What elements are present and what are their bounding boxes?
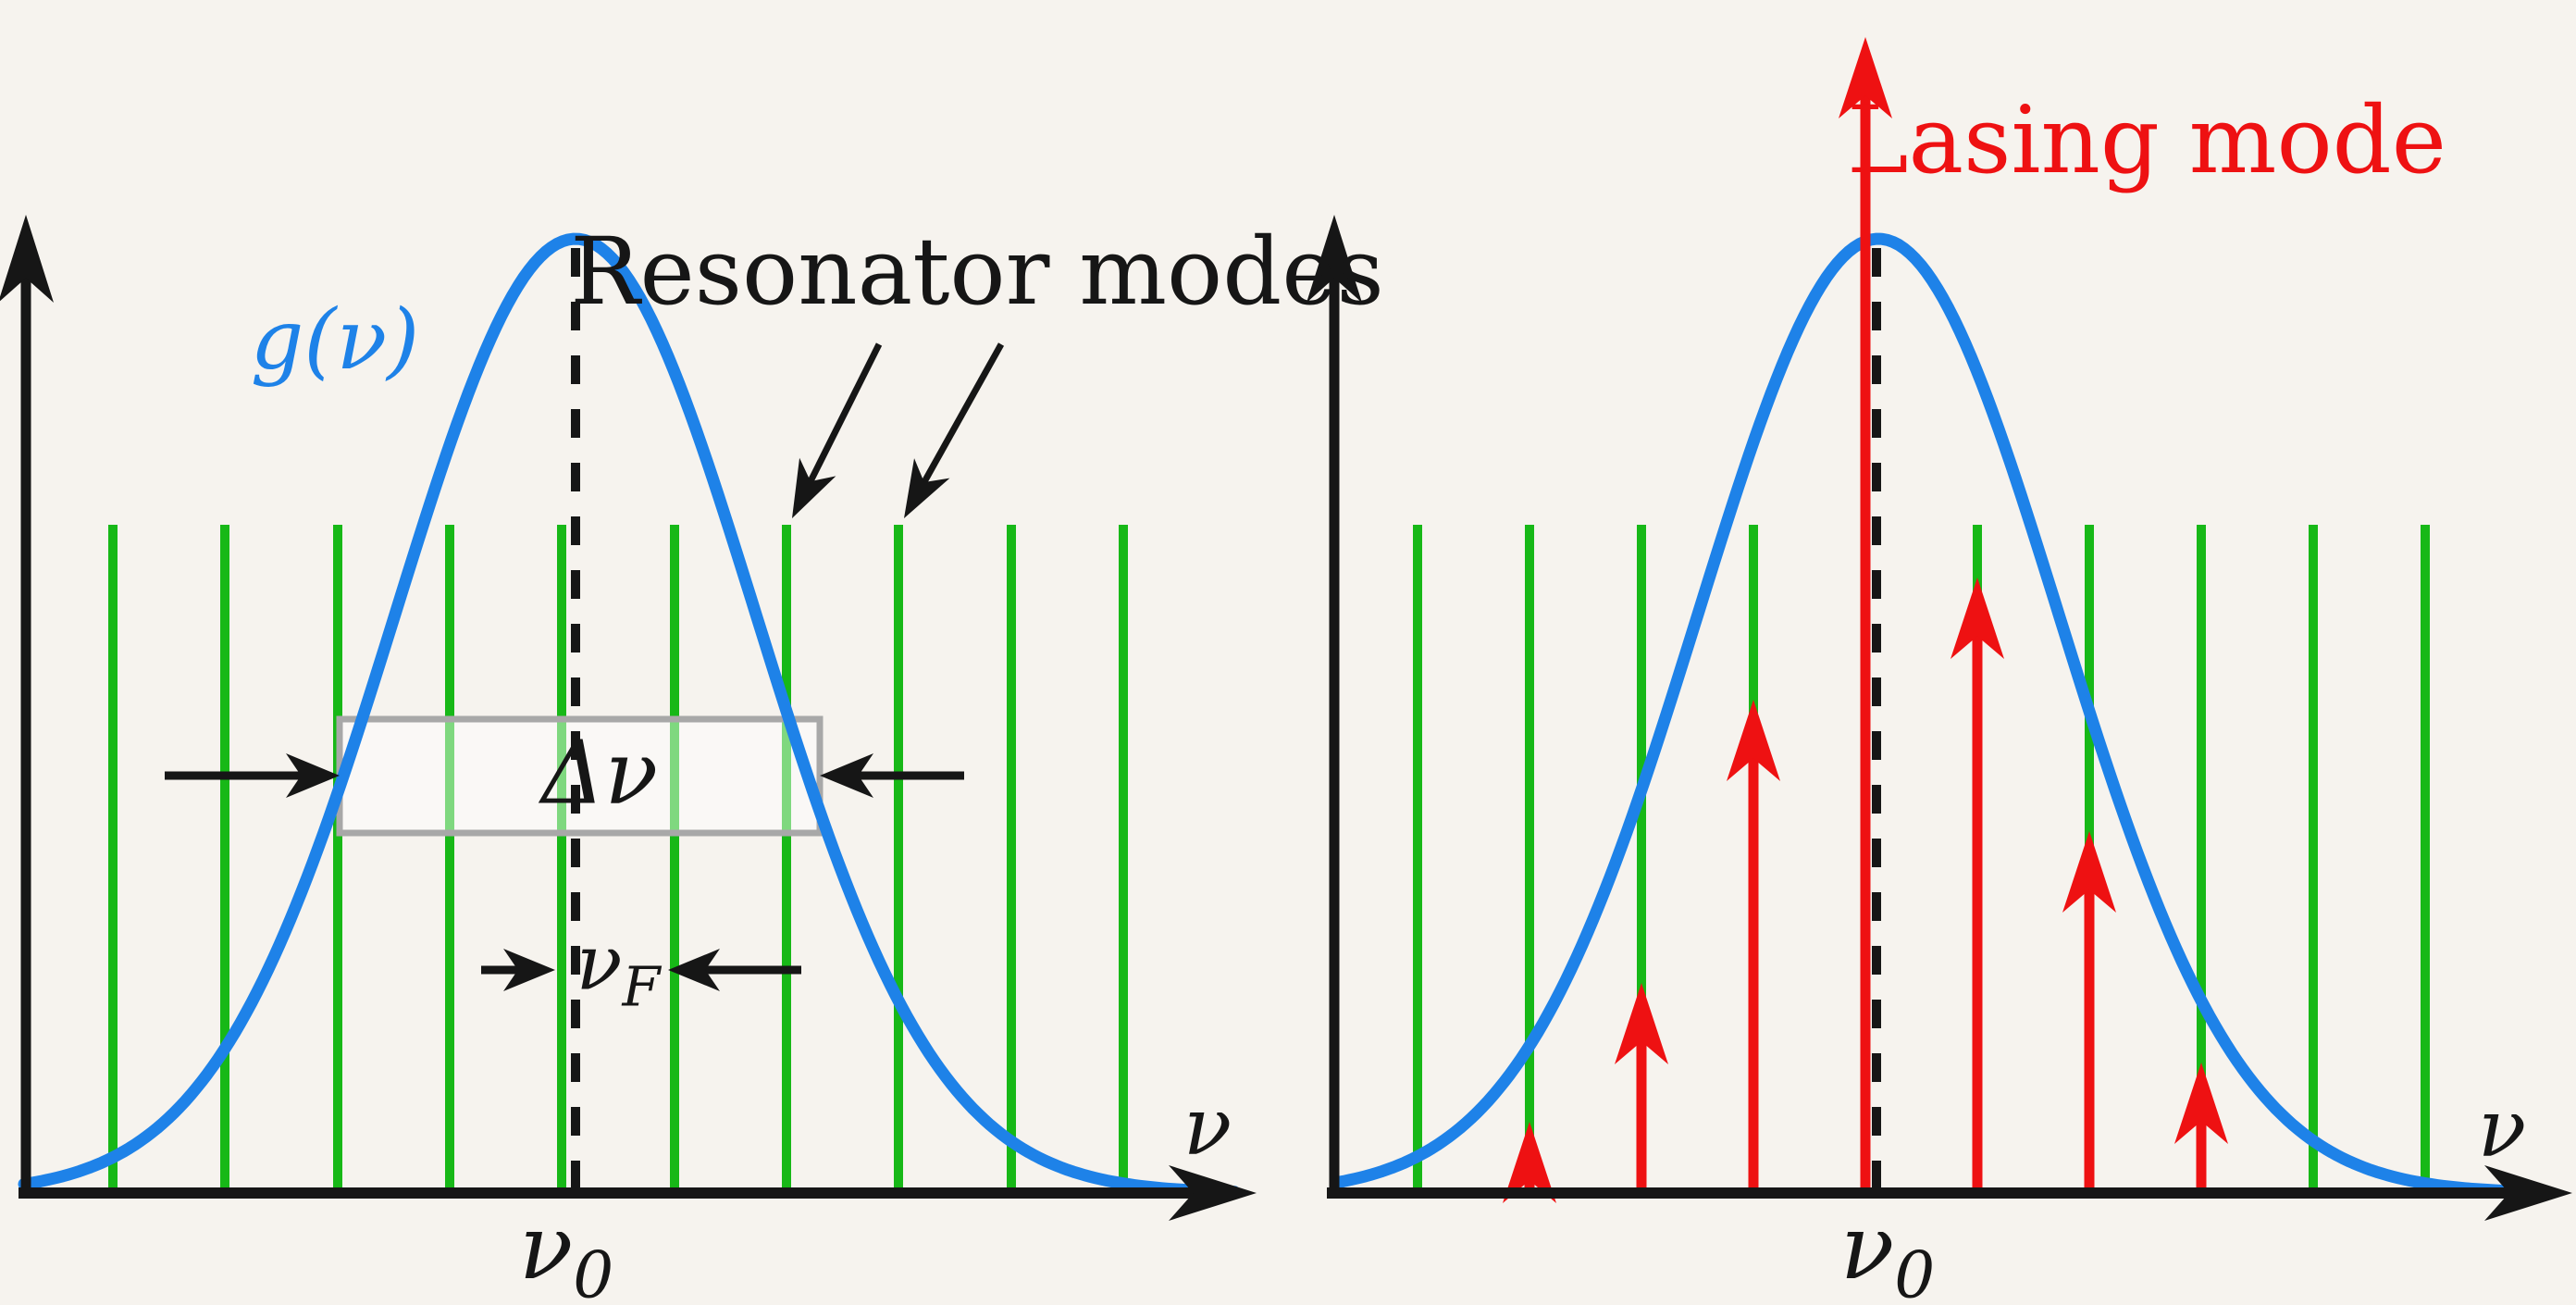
- lasing-mode-label: Lasing mode: [1847, 86, 2446, 194]
- mode-spacing-label-base: ν: [576, 919, 623, 1008]
- mode-spacing-arrow-right-head: [668, 949, 720, 991]
- center-frequency-subscript-right: 0: [1894, 1238, 1936, 1305]
- gain-curve: [18, 232, 1241, 1199]
- oscillating-mode-arrow-head: [2174, 1063, 2228, 1144]
- y-axis-arrowhead: [1307, 215, 1362, 303]
- y-axis-arrowhead: [0, 215, 54, 303]
- frequency-axis-label-left: ν: [1183, 1081, 1232, 1174]
- oscillating-mode-arrow-head: [1727, 700, 1780, 781]
- x-axis-arrowhead: [2484, 1165, 2572, 1221]
- gain-curve-label: g(ν): [250, 292, 420, 389]
- oscillating-mode-arrow-head: [1503, 1122, 1556, 1203]
- lasing-mode-arrow-head: [1839, 37, 1892, 118]
- oscillating-mode-arrow-head: [1951, 578, 2004, 659]
- center-frequency-label-right: ν0: [1840, 1203, 1935, 1305]
- mode-spacing-label: νF: [576, 926, 661, 1014]
- resonator-modes-pointer-arrow-shaft: [918, 342, 1005, 491]
- fwhm-arrow-left-head: [286, 753, 340, 798]
- resonator-modes-pointer-arrow-shaft: [804, 342, 883, 490]
- mode-spacing-label-subscript: F: [622, 954, 661, 1019]
- oscillating-mode-arrow-head: [1615, 983, 1668, 1064]
- gain-bandwidth-label: Δν: [540, 722, 659, 825]
- x-axis-arrowhead: [1169, 1165, 1257, 1221]
- oscillating-mode-arrow-head: [2062, 831, 2116, 913]
- center-frequency-subscript-left: 0: [573, 1238, 614, 1305]
- center-frequency-label-left: ν0: [519, 1203, 613, 1305]
- resonator-modes-pointer-arrow-head: [904, 458, 950, 518]
- center-frequency-base-right: ν: [1839, 1196, 1895, 1299]
- resonator-modes-pointer-arrow-head: [792, 457, 836, 518]
- resonator-modes-label: Resonator modes: [570, 218, 1384, 326]
- fwhm-arrow-right-head: [820, 753, 873, 798]
- mode-spacing-arrow-left-head: [503, 949, 555, 991]
- center-frequency-base-left: ν: [518, 1196, 574, 1299]
- gain-curve: [1331, 232, 2549, 1199]
- frequency-axis-label-right: ν: [2477, 1083, 2527, 1175]
